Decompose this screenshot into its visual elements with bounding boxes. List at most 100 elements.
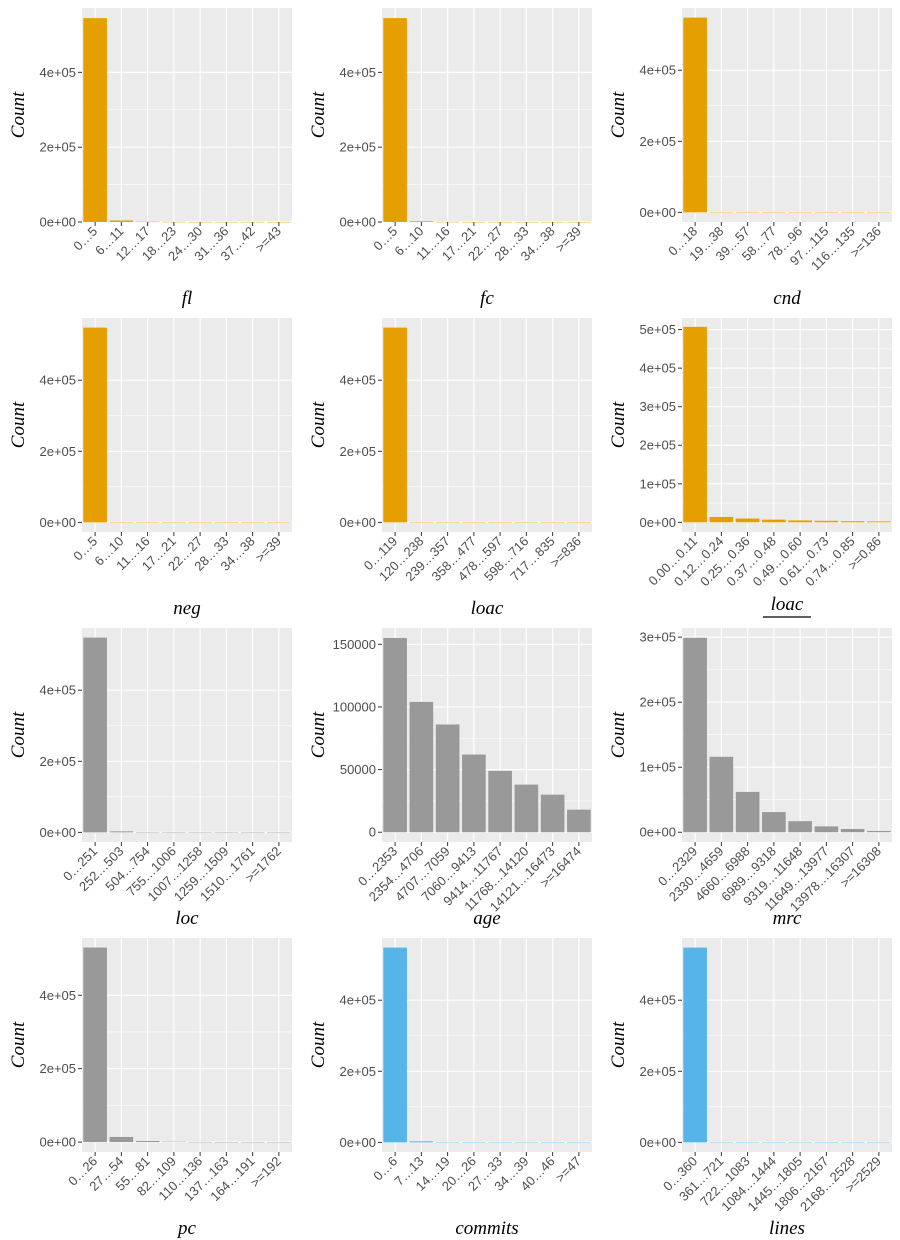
y-tick-label: 2e+05 (639, 695, 676, 710)
plot-background (382, 938, 592, 1152)
y-tick-label: 0e+00 (39, 825, 76, 840)
y-axis-title: Count (8, 91, 29, 138)
x-axis-title: lines (769, 1218, 805, 1239)
y-tick-label: 4e+05 (339, 993, 376, 1008)
histogram-bar (762, 812, 786, 832)
y-axis-title: Count (608, 401, 629, 448)
histogram-bar (762, 520, 786, 523)
histogram-bar (83, 18, 107, 222)
y-tick-label: 4e+05 (39, 988, 76, 1003)
histogram-bar (841, 521, 865, 522)
histogram-bar (383, 18, 407, 222)
histogram-bar (867, 831, 891, 832)
histogram-bar (488, 771, 512, 832)
y-tick-label: 2e+05 (639, 134, 676, 149)
histogram-bar (515, 785, 539, 833)
y-tick-label: 0 (369, 825, 376, 840)
y-tick-label: 0e+00 (639, 1135, 676, 1150)
histogram-bar (683, 948, 707, 1143)
y-tick-label: 5e+05 (639, 322, 676, 337)
histogram-bar (710, 517, 734, 522)
y-tick-label: 3e+05 (639, 399, 676, 414)
y-tick-label: 4e+05 (639, 63, 676, 78)
histogram-panel: 0e+002e+054e+050…360361…721722…10831084…… (600, 930, 900, 1240)
x-axis-title: pc (176, 1218, 197, 1239)
y-tick-label: 4e+05 (39, 373, 76, 388)
y-axis-title: Count (608, 711, 629, 758)
y-tick-label: 1e+05 (639, 476, 676, 491)
x-tick-label: >=136 (847, 224, 884, 261)
x-axis-title: mrc (773, 908, 802, 929)
histogram-bar (383, 948, 407, 1143)
plot-background (382, 8, 592, 222)
plot-background (82, 938, 292, 1152)
y-tick-label: 0e+00 (639, 205, 676, 220)
y-tick-label: 0e+00 (339, 215, 376, 230)
y-tick-label: 4e+05 (639, 361, 676, 376)
histogram-bar (410, 221, 434, 222)
y-tick-label: 0e+00 (339, 515, 376, 530)
histogram-panel: 0e+002e+054e+050…119120…238239…357358…47… (300, 310, 600, 620)
x-axis-title: cnd (773, 288, 801, 309)
histogram-bar (683, 638, 707, 832)
y-axis-title: Count (608, 91, 629, 138)
x-axis-title: loc (175, 908, 199, 929)
plot-background (682, 318, 892, 532)
histogram-panel: 0e+002e+054e+050…251252…503504…754755…10… (0, 620, 300, 930)
plot-background (382, 318, 592, 532)
histogram-bar (815, 521, 839, 523)
histogram-bar (710, 757, 734, 832)
histogram-bar (110, 221, 134, 222)
y-tick-label: 0e+00 (639, 825, 676, 840)
histogram-bar (867, 521, 891, 522)
histogram-bar (410, 1141, 434, 1142)
y-tick-label: 2e+05 (639, 438, 676, 453)
histogram-panel: 0e+002e+054e+050…67…1314…1920…2627…3334…… (300, 930, 600, 1240)
histogram-panel: 0e+001e+052e+053e+054e+055e+050.00…0.110… (600, 310, 900, 620)
histogram-bar (567, 810, 591, 833)
y-tick-label: 150000 (333, 637, 376, 652)
y-tick-label: 4e+05 (339, 373, 376, 388)
histogram-panel: 0e+002e+054e+050…56…1011…1617…2122…2728…… (0, 310, 300, 620)
histogram-panel: 0e+001e+052e+053e+050…23292330…46594660…… (600, 620, 900, 930)
y-axis-title: Count (308, 91, 329, 138)
x-tick-label: >=836 (547, 534, 584, 571)
histogram-panel: 0e+002e+054e+050…2627…5455…8182…109110…1… (0, 930, 300, 1240)
y-tick-label: 2e+05 (639, 1064, 676, 1079)
y-tick-label: 0e+00 (39, 1135, 76, 1150)
y-tick-label: 0e+00 (639, 515, 676, 530)
y-axis-title: Count (608, 1021, 629, 1068)
y-tick-label: 100000 (333, 699, 376, 714)
y-tick-label: 50000 (340, 762, 376, 777)
histogram-panel: 0e+002e+054e+050…56…1112…1718…2324…3031…… (0, 0, 300, 310)
y-axis-title: Count (308, 1021, 329, 1068)
plot-background (682, 938, 892, 1152)
histogram-panel: 0e+002e+054e+050…1819…3839…5758…7778…969… (600, 0, 900, 310)
y-tick-label: 2e+05 (39, 1061, 76, 1076)
x-axis-title: commits (455, 1218, 518, 1239)
x-tick-label: >=39 (552, 224, 584, 256)
histogram-bar (841, 829, 865, 832)
y-tick-label: 2e+05 (339, 444, 376, 459)
histogram-bar (83, 328, 107, 523)
y-axis-title: Count (8, 1021, 29, 1068)
histogram-panel: 0500001000001500000…23532354…47064707…70… (300, 620, 600, 930)
y-tick-label: 0e+00 (39, 515, 76, 530)
histogram-bar (788, 520, 812, 522)
y-axis-title: Count (8, 711, 29, 758)
y-tick-label: 2e+05 (39, 754, 76, 769)
y-tick-label: 0e+00 (339, 1135, 376, 1150)
histogram-bar (541, 795, 565, 833)
plot-background (82, 8, 292, 222)
x-axis-title: age (473, 908, 500, 929)
histogram-bar (383, 328, 407, 523)
x-tick-label: >=192 (247, 1154, 284, 1191)
histogram-bar (736, 519, 760, 523)
plot-background (682, 8, 892, 222)
histogram-bar (736, 792, 760, 832)
x-axis-title: fc (480, 288, 494, 309)
x-tick-label: >=47 (552, 1154, 584, 1186)
histogram-bar (83, 948, 107, 1143)
y-tick-label: 4e+05 (39, 683, 76, 698)
x-axis-title: neg (173, 598, 200, 619)
